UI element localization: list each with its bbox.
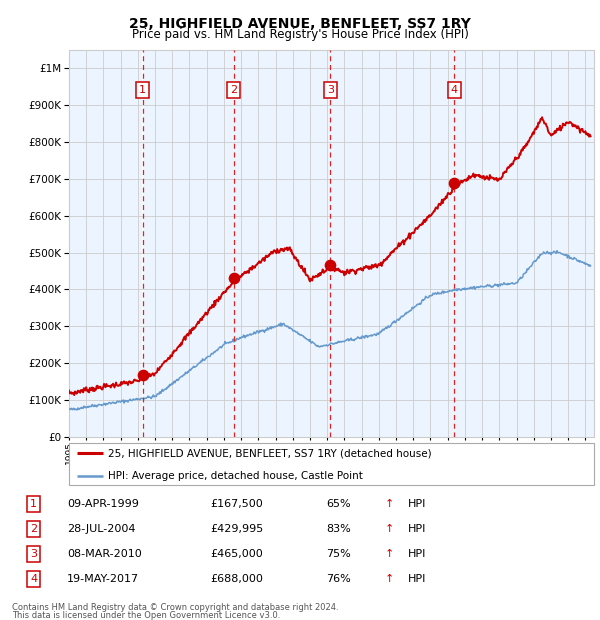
Text: ↑: ↑ [385, 499, 394, 509]
Text: 09-APR-1999: 09-APR-1999 [67, 499, 139, 509]
Text: Contains HM Land Registry data © Crown copyright and database right 2024.: Contains HM Land Registry data © Crown c… [12, 603, 338, 612]
Text: 1: 1 [30, 499, 37, 509]
Text: £429,995: £429,995 [210, 524, 263, 534]
Text: 28-JUL-2004: 28-JUL-2004 [67, 524, 136, 534]
Bar [454, 50, 594, 437]
Bar [143, 50, 234, 437]
Text: 25, HIGHFIELD AVENUE, BENFLEET, SS7 1RY (detached house): 25, HIGHFIELD AVENUE, BENFLEET, SS7 1RY … [109, 448, 432, 458]
Text: 83%: 83% [326, 524, 351, 534]
Point [229, 273, 239, 283]
Text: 25, HIGHFIELD AVENUE, BENFLEET, SS7 1RY: 25, HIGHFIELD AVENUE, BENFLEET, SS7 1RY [129, 17, 471, 31]
Text: 2: 2 [30, 524, 37, 534]
Text: ↑: ↑ [385, 549, 394, 559]
Text: HPI: HPI [408, 549, 426, 559]
Bar [330, 50, 454, 437]
Point [325, 260, 335, 270]
Text: 1: 1 [139, 85, 146, 95]
Text: Price paid vs. HM Land Registry's House Price Index (HPI): Price paid vs. HM Land Registry's House … [131, 28, 469, 41]
Text: 3: 3 [30, 549, 37, 559]
Point [138, 370, 148, 380]
Text: 75%: 75% [326, 549, 351, 559]
Text: 08-MAR-2010: 08-MAR-2010 [67, 549, 142, 559]
Text: HPI: HPI [408, 524, 426, 534]
Text: ↑: ↑ [385, 524, 394, 534]
Text: 76%: 76% [326, 574, 351, 584]
Point [449, 178, 459, 188]
Text: £167,500: £167,500 [210, 499, 263, 509]
Text: ↑: ↑ [385, 574, 394, 584]
Text: 2: 2 [230, 85, 237, 95]
Text: 65%: 65% [326, 499, 351, 509]
Text: This data is licensed under the Open Government Licence v3.0.: This data is licensed under the Open Gov… [12, 611, 280, 620]
Bar [69, 50, 142, 437]
Text: 4: 4 [451, 85, 458, 95]
Text: HPI: Average price, detached house, Castle Point: HPI: Average price, detached house, Cast… [109, 471, 363, 480]
Text: 19-MAY-2017: 19-MAY-2017 [67, 574, 139, 584]
Text: 3: 3 [327, 85, 334, 95]
Text: 4: 4 [30, 574, 37, 584]
Text: HPI: HPI [408, 499, 426, 509]
Text: £688,000: £688,000 [210, 574, 263, 584]
Text: £465,000: £465,000 [210, 549, 263, 559]
Bar [234, 50, 330, 437]
Text: HPI: HPI [408, 574, 426, 584]
